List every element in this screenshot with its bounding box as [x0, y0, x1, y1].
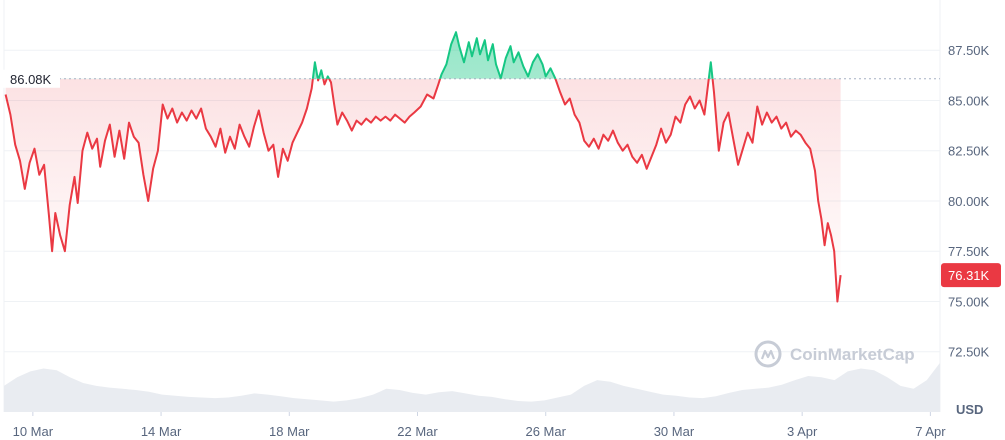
x-tick-label: 3 Apr	[787, 424, 818, 439]
y-tick-label: 77.50K	[948, 244, 990, 259]
y-tick-label: 82.50K	[948, 144, 990, 159]
y-tick-label: 75.00K	[948, 294, 990, 309]
y-axis: 87.50K 85.00K 82.50K 80.00K 77.50K 75.00K 72.5…	[948, 43, 990, 359]
current-price-tag: 76.31K	[941, 263, 1001, 288]
x-tick-label: 7 Apr	[915, 424, 946, 439]
x-tick-label: 14 Mar	[141, 424, 182, 439]
y-tick-label: 80.00K	[948, 194, 990, 209]
coinmarketcap-logo-icon	[754, 340, 782, 368]
x-tick-label: 22 Mar	[397, 424, 438, 439]
price-area-above-reference	[312, 32, 713, 79]
watermark-text: CoinMarketCap	[790, 345, 915, 364]
x-axis: 10 Mar 14 Mar 18 Mar 22 Mar 26 Mar 30 Mar 3 Ap…	[13, 412, 946, 439]
price-line-above-reference	[311, 31, 714, 79]
y-tick-label: 72.50K	[948, 345, 990, 360]
watermark: CoinMarketCap	[754, 340, 915, 368]
x-tick-label: 30 Mar	[654, 424, 695, 439]
price-line-below-reference	[4, 78, 842, 303]
x-tick-label: 26 Mar	[525, 424, 566, 439]
y-tick-label: 85.00K	[948, 93, 990, 108]
price-area-below-reference	[5, 78, 841, 302]
current-price-text: 76.31K	[948, 268, 990, 283]
x-tick-label: 18 Mar	[269, 424, 310, 439]
currency-unit-label: USD	[956, 402, 983, 417]
reference-label: 86.08K	[2, 69, 60, 88]
x-tick-label: 10 Mar	[13, 424, 54, 439]
reference-label-text: 86.08K	[10, 72, 52, 87]
volume-area	[4, 362, 940, 412]
y-tick-label: 87.50K	[948, 43, 990, 58]
